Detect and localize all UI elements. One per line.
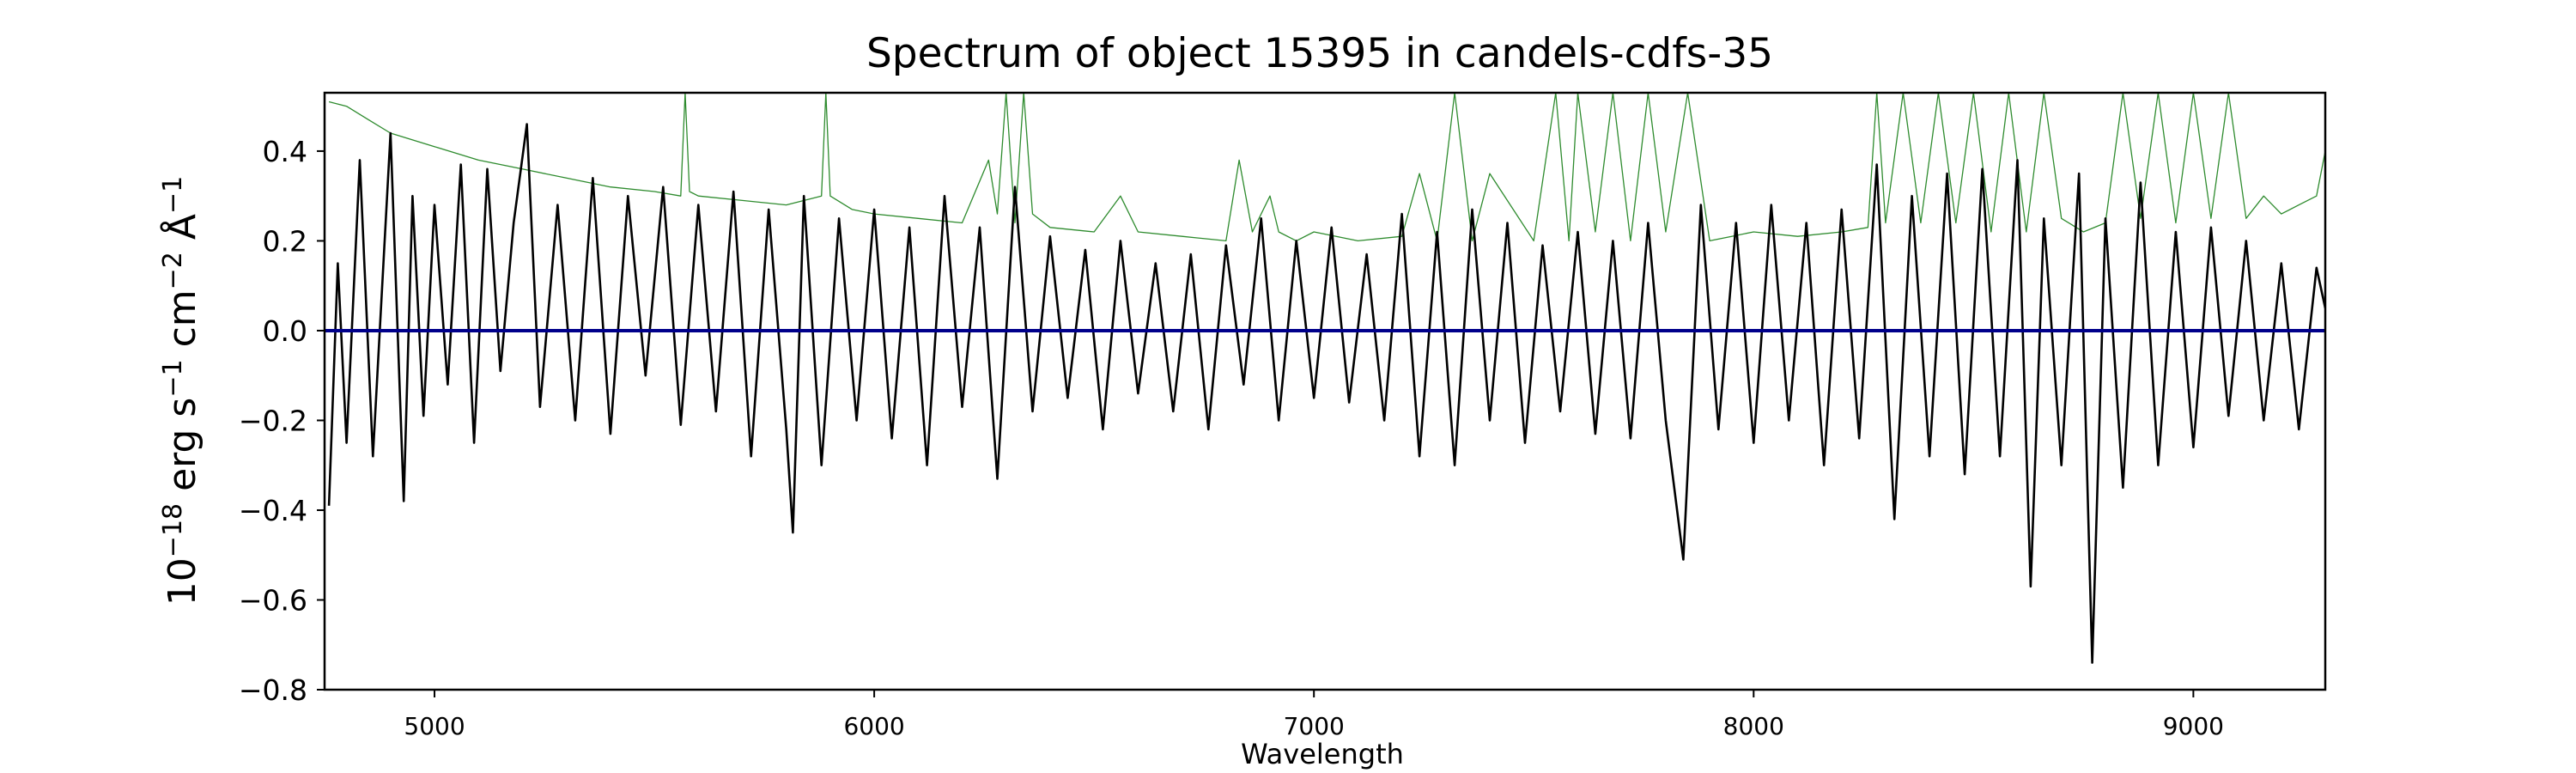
x-axis: 5000 6000 7000 8000 9000	[404, 690, 2224, 740]
y-tick-label: 0.2	[263, 224, 307, 258]
y-tick-label: −0.8	[239, 673, 307, 707]
plot-frame	[323, 91, 2327, 691]
y-tick-label: −0.6	[239, 583, 307, 617]
y-axis: −0.8 −0.6 −0.4 −0.2 0.0 0.2 0.4	[239, 135, 325, 707]
y-tick-label: 0.4	[263, 135, 307, 168]
x-tick-label: 9000	[2163, 712, 2224, 740]
y-tick-label: −0.2	[239, 404, 307, 437]
x-tick-label: 5000	[404, 712, 465, 740]
y-tick-label: 0.0	[263, 314, 307, 348]
x-axis-label: Wavelength	[1241, 738, 1404, 770]
x-tick-label: 8000	[1723, 712, 1784, 740]
x-tick-label: 7000	[1284, 712, 1345, 740]
chart-title: Spectrum of object 15395 in candels-cdfs…	[866, 30, 1773, 77]
y-axis-label: 10−18 erg s−1 cm−2 Å−1	[158, 176, 204, 606]
x-tick-label: 6000	[843, 712, 904, 740]
series-error-line	[328, 93, 2325, 242]
series-layer	[325, 93, 2325, 664]
y-tick-label: −0.4	[239, 494, 307, 527]
